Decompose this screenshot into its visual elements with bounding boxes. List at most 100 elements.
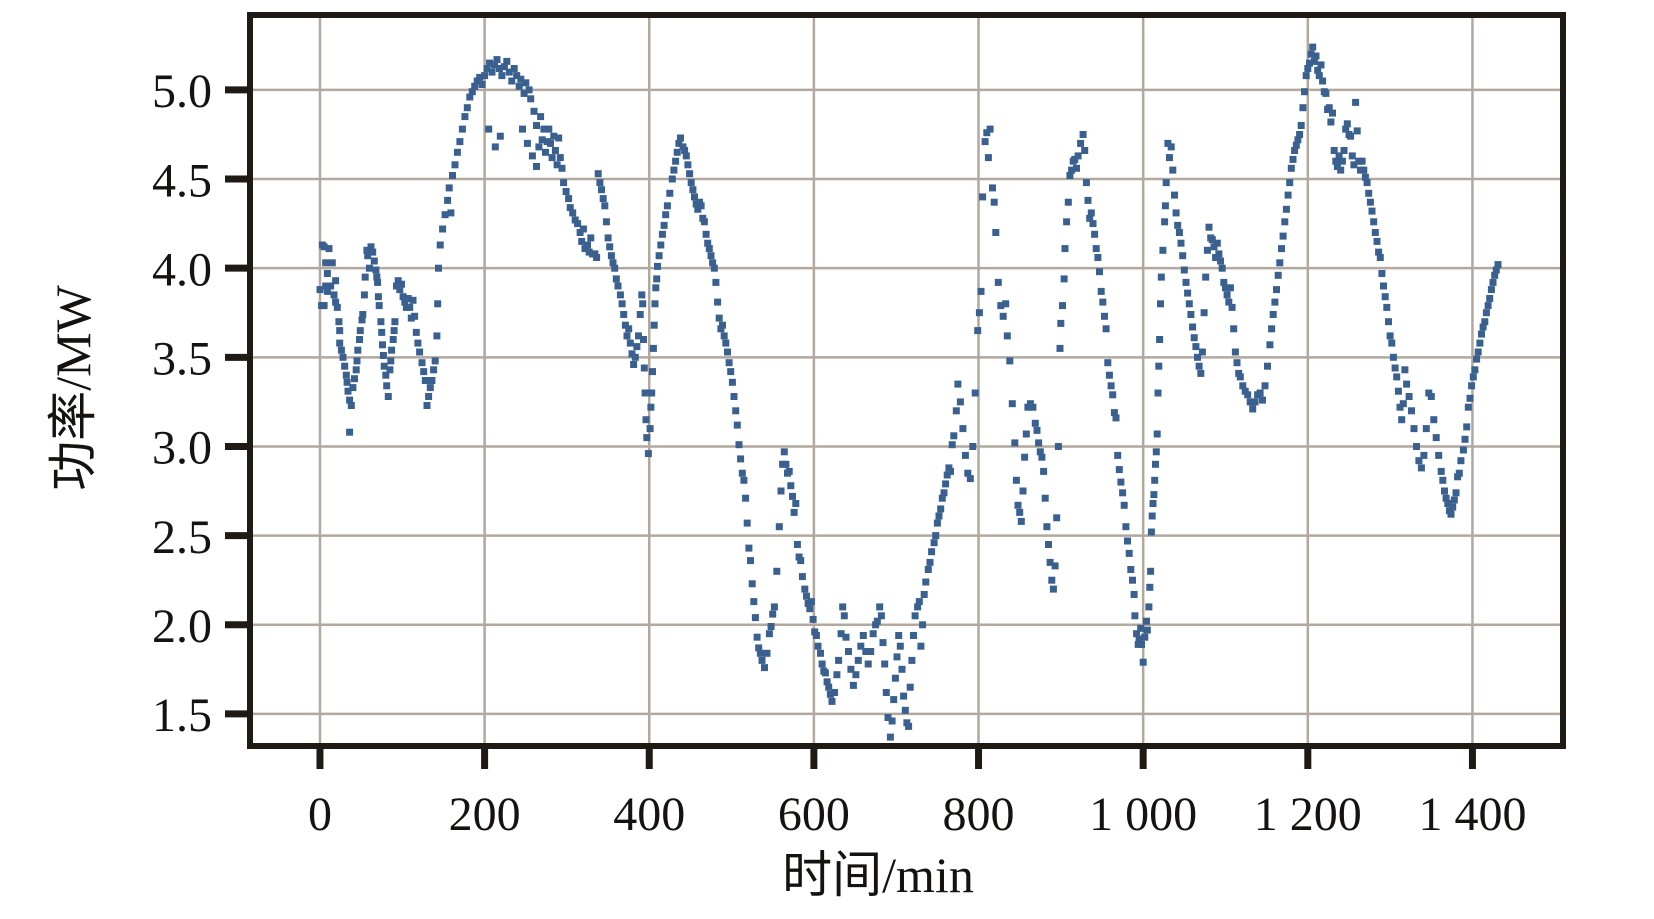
data-point [372, 266, 380, 274]
data-point [493, 56, 501, 64]
data-point [1141, 633, 1149, 641]
data-point [893, 653, 901, 661]
data-point [932, 532, 940, 540]
data-point [879, 639, 887, 647]
data-point [574, 220, 582, 228]
data-point [1045, 541, 1052, 548]
data-point [1329, 109, 1336, 117]
data-point [363, 246, 371, 254]
data-point [322, 282, 330, 290]
data-point [1381, 293, 1389, 301]
data-point [1205, 223, 1213, 231]
data-point [1420, 451, 1428, 459]
data-point [964, 469, 972, 477]
data-point [398, 280, 405, 288]
data-point [1184, 289, 1192, 297]
data-point [620, 311, 628, 318]
data-point [373, 273, 381, 281]
data-point [1146, 583, 1154, 591]
data-point [379, 352, 387, 359]
data-point [765, 630, 773, 638]
data-point [1130, 591, 1138, 598]
data-point [801, 585, 809, 593]
data-point [533, 163, 540, 170]
data-point [428, 377, 436, 384]
data-point [732, 407, 740, 415]
data-point [727, 368, 735, 376]
data-point [668, 175, 676, 183]
data-point [773, 567, 781, 575]
data-point [1003, 332, 1011, 340]
data-point [1194, 353, 1201, 361]
data-point [1439, 476, 1447, 484]
data-point [399, 293, 407, 301]
data-point [790, 508, 798, 516]
data-point [651, 300, 659, 308]
data-point [896, 642, 904, 650]
data-point [833, 671, 841, 679]
data-point [1408, 407, 1415, 415]
data-point [1249, 405, 1257, 413]
data-point [1366, 198, 1374, 206]
data-point [566, 204, 574, 212]
data-point [435, 264, 442, 272]
data-point [1220, 278, 1228, 286]
data-point [1350, 161, 1358, 169]
data-point [948, 441, 956, 449]
data-point [937, 505, 945, 513]
data-point [631, 353, 639, 361]
data-point [332, 298, 340, 306]
data-point [942, 480, 950, 488]
data-point [1437, 467, 1445, 475]
data-point [1333, 163, 1341, 170]
data-point [1057, 319, 1065, 327]
data-point [1452, 489, 1460, 497]
data-point [1017, 517, 1025, 525]
data-point [847, 665, 855, 673]
data-point [839, 603, 847, 611]
data-point [425, 393, 433, 400]
y-tick-label: 2.0 [152, 600, 212, 653]
data-point [1099, 298, 1107, 306]
data-point [498, 72, 506, 80]
data-point [418, 359, 426, 367]
data-point [401, 298, 409, 306]
data-point [1291, 147, 1299, 154]
data-point [1084, 196, 1092, 204]
data-point [828, 697, 836, 705]
data-point [352, 366, 360, 374]
data-point [374, 293, 382, 301]
data-point [898, 665, 906, 673]
data-point [1089, 220, 1097, 228]
data-point [989, 184, 996, 192]
data-point [1094, 254, 1102, 261]
data-point [1492, 266, 1500, 274]
data-point [709, 259, 717, 267]
data-point [320, 302, 328, 310]
data-point [1309, 43, 1317, 51]
data-point [714, 298, 722, 306]
data-point [1322, 89, 1330, 97]
data-point [1079, 131, 1087, 138]
data-point [888, 717, 896, 725]
data-point [1413, 443, 1420, 450]
data-point [354, 346, 362, 354]
data-point [700, 218, 708, 226]
data-point [523, 139, 531, 147]
x-axis-title: 时间/min [782, 847, 974, 903]
data-point [1239, 382, 1247, 390]
data-point [1398, 416, 1406, 424]
data-point [910, 632, 917, 639]
data-point [1450, 496, 1458, 504]
data-point [1179, 252, 1187, 260]
y-axis-title: 功率/MW [45, 284, 101, 490]
data-point [565, 195, 573, 203]
data-point [1082, 179, 1090, 187]
data-point [612, 275, 620, 283]
data-point [895, 632, 903, 639]
data-point [994, 278, 1002, 286]
data-point [1274, 271, 1282, 279]
data-point [1157, 273, 1165, 281]
data-point [845, 648, 852, 655]
data-point [1282, 205, 1290, 213]
